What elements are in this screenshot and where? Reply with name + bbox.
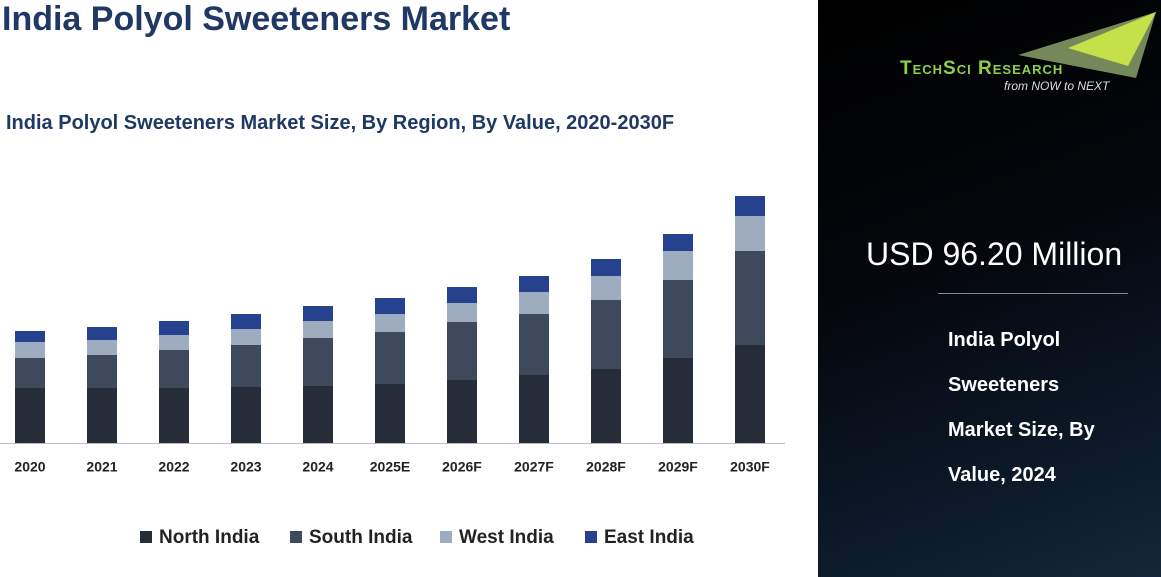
x-tick-label: 2025E xyxy=(370,459,410,475)
bar-segment xyxy=(231,345,261,387)
bar-segment xyxy=(375,314,405,332)
bar-segment xyxy=(447,303,477,322)
x-tick-label: 2030F xyxy=(730,459,770,475)
bar-segment xyxy=(447,322,477,380)
x-tick-label: 2028F xyxy=(586,459,626,475)
bar-segment xyxy=(519,292,549,314)
bar-segment xyxy=(159,321,189,335)
bar-segment xyxy=(375,384,405,443)
tagline: from NOW to NEXT xyxy=(1004,79,1110,93)
bar-segment xyxy=(87,340,117,355)
bar-segment xyxy=(159,388,189,443)
bar-segment xyxy=(663,251,693,280)
bar-segment xyxy=(519,276,549,292)
legend-label: East India xyxy=(604,527,694,548)
subtitle: India Polyol Sweeteners Market Size, By … xyxy=(6,112,675,134)
bar-segment xyxy=(591,369,621,443)
bar-segment xyxy=(663,358,693,443)
description: India Polyol Sweeteners Market Size, By … xyxy=(948,329,1095,486)
bar-segment xyxy=(87,355,117,388)
bar-segment xyxy=(447,287,477,303)
bar-segment xyxy=(519,314,549,375)
bar-segment xyxy=(303,321,333,338)
legend-label: North India xyxy=(159,527,260,548)
legend-label: South India xyxy=(309,527,413,548)
logo: TechSci Research xyxy=(900,58,1064,79)
bar-segment xyxy=(735,251,765,345)
bar-segment xyxy=(231,314,261,329)
bar-segment xyxy=(663,280,693,358)
bar-segment xyxy=(663,234,693,251)
summary-panel: TechSci Research from NOW to NEXT USD 96… xyxy=(818,0,1161,577)
bar-segment xyxy=(591,300,621,369)
bar-segment xyxy=(375,332,405,384)
bar-segment xyxy=(231,329,261,345)
x-tick-label: 2026F xyxy=(442,459,482,475)
legend-label: West India xyxy=(459,527,554,548)
chart: 2020 2021 2022 2023 2024 2025E 2026F 2027F 2028F… xyxy=(0,196,785,548)
x-tick-label: 2021 xyxy=(86,459,117,475)
bar-segment xyxy=(303,306,333,321)
bar-segment xyxy=(735,196,765,216)
x-tick-label: 2022 xyxy=(158,459,189,475)
bar-segment xyxy=(591,259,621,276)
bar-segment xyxy=(591,276,621,300)
legend-swatch xyxy=(440,531,452,543)
bar-segment xyxy=(87,388,117,443)
bar-segment xyxy=(735,216,765,251)
divider xyxy=(938,293,1128,294)
bar-segment xyxy=(519,375,549,443)
bar-segment xyxy=(15,358,45,388)
bar-segment xyxy=(159,335,189,350)
x-tick-label: 2027F xyxy=(514,459,554,475)
headline: USD 96.20 Million xyxy=(866,236,1123,272)
bar-segment xyxy=(447,380,477,443)
bar-segment xyxy=(15,331,45,342)
bar-segment xyxy=(87,327,117,340)
bar-segment xyxy=(15,342,45,358)
x-tick-label: 2024 xyxy=(302,459,333,475)
legend-swatch xyxy=(585,531,597,543)
x-tick-label: 2023 xyxy=(230,459,261,475)
bar-segment xyxy=(159,350,189,388)
legend-swatch xyxy=(290,531,302,543)
logo-graphic xyxy=(1018,12,1156,78)
x-tick-label: 2020 xyxy=(14,459,45,475)
bar-segment xyxy=(375,298,405,314)
bar-segment xyxy=(231,387,261,443)
bar-segment xyxy=(15,388,45,443)
bar-segment xyxy=(735,345,765,443)
title: India Polyol Sweeteners Market xyxy=(2,0,511,38)
bar-segment xyxy=(303,338,333,386)
x-tick-label: 2029F xyxy=(658,459,698,475)
legend-swatch xyxy=(140,531,152,543)
bar-segment xyxy=(303,386,333,443)
